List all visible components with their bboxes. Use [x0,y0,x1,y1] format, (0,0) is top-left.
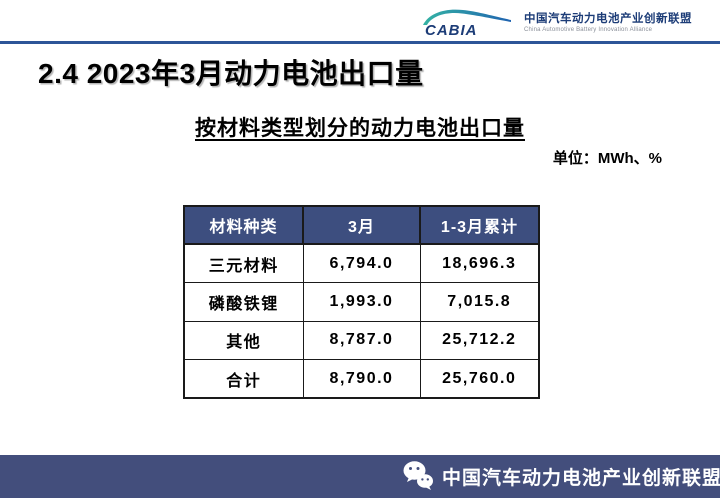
table-row-other: 其他 8,787.0 25,712.2 [183,320,540,360]
cabia-logo: CABIA 中国汽车动力电池产业创新联盟 China Automotive Ba… [419,7,692,39]
cumulative-value: 25,760.0 [419,359,540,399]
march-value: 8,787.0 [302,320,421,360]
cumulative-value: 18,696.3 [419,243,540,283]
org-name-en: China Automotive Battery Innovation Alli… [524,26,653,33]
cumulative-value: 25,712.2 [419,320,540,360]
unit-label: 单位：MWh、% [552,150,662,167]
cabia-car-swoosh-icon: CABIA [423,9,511,39]
export-data-table: 材料种类 3月 1-3月累计 三元材料 6,794.0 18,696.3 磷酸铁… [183,205,540,399]
table-row-total: 合计 8,790.0 25,760.0 [183,359,540,399]
accent-divider [0,41,720,44]
march-value: 1,993.0 [302,282,421,322]
org-name-block: 中国汽车动力电池产业创新联盟 China Automotive Battery … [524,13,692,34]
col-header-material-type: 材料种类 [183,205,304,245]
col-header-cumulative: 1-3月累计 [419,205,540,245]
svg-text:CABIA: CABIA [425,22,478,39]
table-header-row: 材料种类 3月 1-3月累计 [183,205,540,245]
org-name-cn: 中国汽车动力电池产业创新联盟 [524,12,692,25]
table-row-ternary: 三元材料 6,794.0 18,696.3 [183,243,540,283]
march-value: 6,794.0 [302,243,421,283]
table-subtitle: 按材料类型划分的动力电池出口量 [0,112,720,142]
wechat-icon [403,460,433,490]
row-label: 磷酸铁锂 [183,282,304,322]
cumulative-value: 7,015.8 [419,282,540,322]
footer-content: 中国汽车动力电池产业创新联盟 [402,455,720,498]
table-container: 材料种类 3月 1-3月累计 三元材料 6,794.0 18,696.3 磷酸铁… [183,205,540,399]
row-label: 三元材料 [183,243,304,283]
row-label: 合计 [183,359,304,399]
march-value: 8,790.0 [302,359,421,399]
table-row-lfp: 磷酸铁锂 1,993.0 7,015.8 [183,282,540,322]
col-header-march: 3月 [302,205,421,245]
footer-bar: 中国汽车动力电池产业创新联盟 [0,455,720,498]
table-subtitle-text: 按材料类型划分的动力电池出口量 [195,117,525,140]
slide-title: 2.4 2023年3月动力电池出口量 [38,58,424,89]
footer-org-name: 中国汽车动力电池产业创新联盟 [442,468,720,489]
row-label: 其他 [183,320,304,360]
top-header: CABIA 中国汽车动力电池产业创新联盟 China Automotive Ba… [0,0,720,41]
